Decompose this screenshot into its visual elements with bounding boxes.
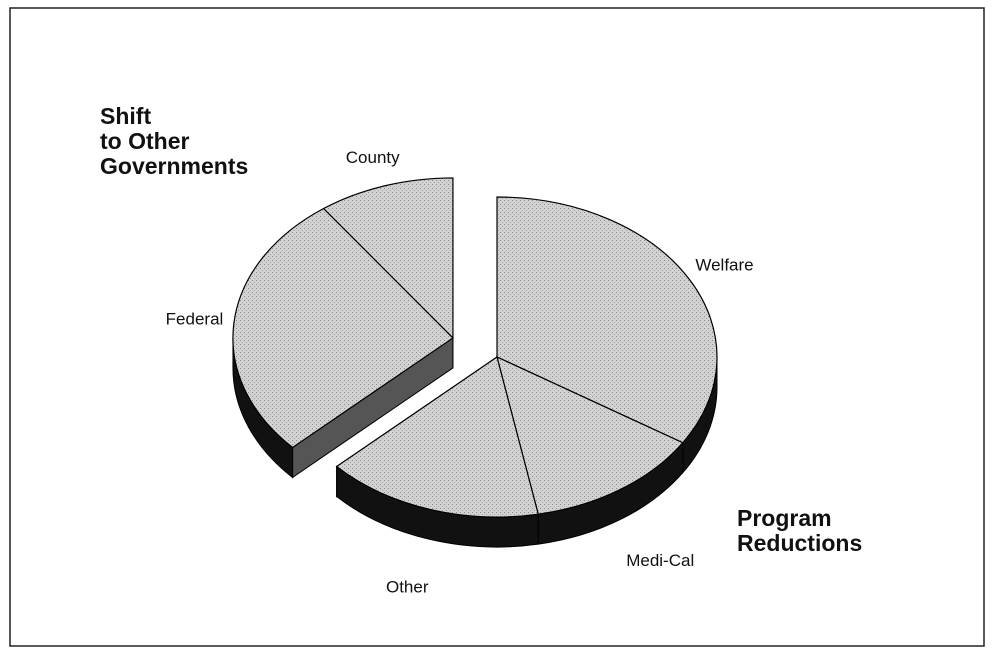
slice [496,355,684,515]
group-label-line: Reductions [737,530,862,556]
slice-label: Medi-Cal [626,551,694,570]
frame [9,7,985,647]
slice [322,177,454,340]
slice [335,356,539,518]
group-label: Program Reductions [737,505,862,556]
slice [232,207,454,449]
slice-label: Other [386,577,429,596]
group-label-line: Governments [100,153,248,179]
group-label: Shift to Other Governments [100,103,248,179]
slice-label: Federal [166,310,224,329]
slice-label: Welfare [695,256,753,275]
group-label-line: to Other [100,128,189,154]
slice [496,196,718,444]
group-label-line: Shift [100,103,151,129]
slice-label: County [346,148,400,167]
group-label-line: Program [737,505,832,531]
